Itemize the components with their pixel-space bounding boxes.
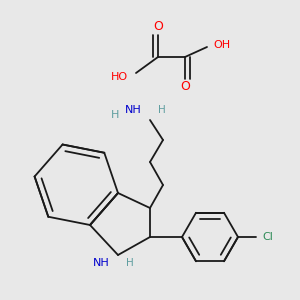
Text: OH: OH	[213, 40, 230, 50]
Text: Cl: Cl	[262, 232, 273, 242]
Text: HO: HO	[111, 72, 128, 82]
Text: H: H	[158, 105, 166, 115]
Text: H: H	[111, 110, 119, 120]
Text: H: H	[126, 258, 134, 268]
Text: NH: NH	[93, 258, 110, 268]
Text: O: O	[180, 80, 190, 94]
Text: O: O	[153, 20, 163, 34]
Text: NH: NH	[125, 105, 142, 115]
